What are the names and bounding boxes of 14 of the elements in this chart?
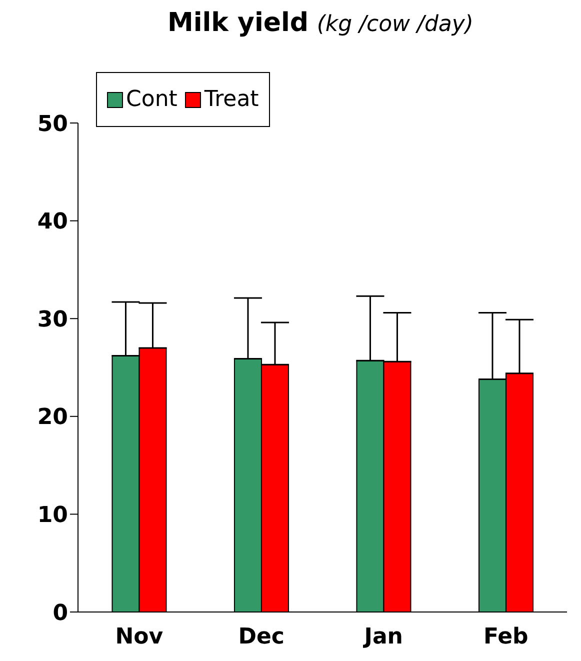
legend-label: Cont (126, 87, 178, 112)
y-tick-label: 30 (37, 307, 68, 332)
x-tick-label: Nov (115, 624, 164, 650)
chart-subtitle: (kg /cow /day) (316, 12, 474, 37)
x-tick-label: Dec (238, 624, 284, 650)
y-tick-label: 50 (37, 112, 68, 137)
legend-label: Treat (204, 87, 259, 112)
x-tick-label: Feb (483, 624, 528, 650)
x-tick-label: Jan (362, 624, 403, 650)
y-tick-label: 20 (37, 405, 68, 430)
y-tick-label: 40 (37, 210, 68, 235)
chart-title: Milk yield (167, 8, 309, 38)
y-tick-label: 0 (52, 600, 68, 626)
y-tick-label: 10 (37, 503, 68, 528)
